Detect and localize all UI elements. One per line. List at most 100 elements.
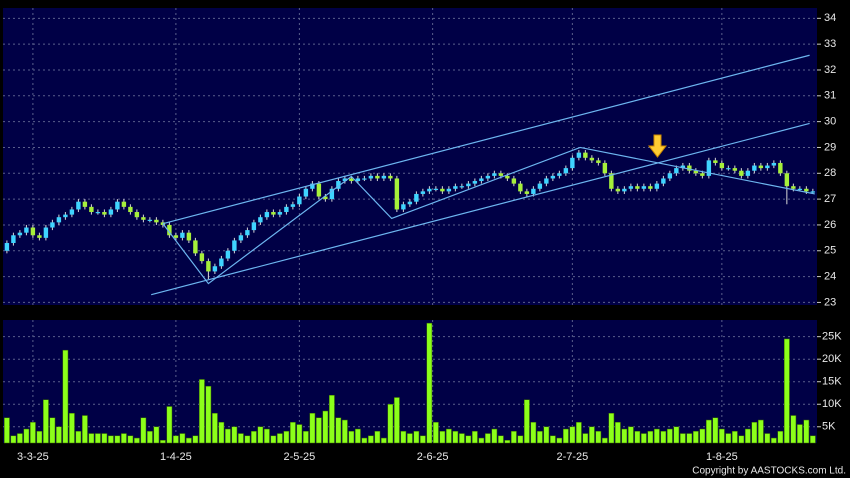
volume-bar (426, 322, 433, 444)
candle-body (199, 253, 205, 262)
volume-bar (108, 435, 114, 444)
candle-body (355, 178, 361, 182)
volume-bar (192, 435, 199, 444)
candle-body (550, 175, 556, 179)
volume-bar (69, 413, 75, 444)
candle-body (518, 183, 523, 192)
candle-body (95, 212, 101, 214)
volume-tick-label: 20K (822, 353, 842, 365)
volume-bar (569, 426, 576, 444)
candle-body (479, 178, 484, 182)
volume-bar (751, 422, 758, 444)
volume-bar (62, 349, 69, 444)
copyright: Copyright by AASTOCKS.com Ltd. (692, 466, 846, 477)
volume-bar (706, 419, 712, 444)
candle-body (557, 173, 562, 176)
volume-bar (4, 417, 10, 444)
candle-body (654, 183, 660, 189)
volume-tick-label: 25K (822, 331, 842, 343)
candle-body (420, 191, 426, 194)
candle-body (89, 206, 94, 213)
candle-body (459, 186, 465, 188)
trend-line (151, 122, 810, 296)
volume-bar (316, 417, 322, 444)
candle-body (11, 235, 16, 244)
volume-bar (173, 435, 179, 444)
volume-bar (179, 433, 186, 444)
x-tick-label: 2-6-25 (417, 451, 449, 463)
x-tick-label: 1-4-25 (160, 451, 192, 463)
volume-bar (446, 428, 452, 444)
volume-bar (498, 435, 504, 444)
volume-bar (725, 433, 732, 444)
candle-body (245, 230, 250, 236)
volume-bar (348, 431, 355, 444)
candle-body (206, 261, 211, 272)
candle-body (648, 186, 653, 189)
volume-bar (238, 433, 244, 444)
candle-body (297, 196, 302, 205)
candle-body (596, 160, 601, 163)
volume-bar (329, 394, 335, 444)
candle-body (4, 243, 10, 251)
volume-bar (686, 433, 693, 444)
volume-bar (153, 426, 160, 444)
candle-body (485, 175, 491, 179)
volume-bar (342, 419, 348, 444)
volume-bar (166, 406, 173, 444)
y-tick-label: 33 (824, 38, 836, 50)
volume-bar (680, 433, 686, 444)
candle-body (108, 209, 114, 215)
candle-body (531, 188, 536, 194)
y-tick-label: 28 (824, 167, 836, 179)
candle-body (251, 222, 257, 231)
y-tick-label: 23 (824, 296, 836, 308)
candle-body (30, 227, 36, 236)
volume-bar (17, 433, 23, 444)
candle-body (700, 173, 705, 176)
volume-bar (264, 428, 270, 444)
volume-bar (290, 422, 296, 444)
candle-body (615, 188, 621, 192)
plot-layer: 23 24 25 26 27 28 29 30 31 32 33 34 5K 10K 15K 20K 25K 3-… (3, 8, 842, 463)
volume-bar (732, 431, 738, 444)
y-tick-label: 29 (824, 141, 836, 153)
volume-bar (582, 433, 589, 444)
candle-body (446, 188, 452, 192)
volume-bar (407, 433, 413, 444)
candle-body (394, 178, 400, 210)
volume-bar (303, 431, 309, 444)
candle-body (440, 188, 445, 192)
candle-body (674, 168, 679, 174)
volume-bar (797, 424, 803, 444)
volume-bar (576, 422, 582, 444)
volume-bar (309, 413, 316, 444)
candle-body (303, 188, 309, 197)
volume-bar (277, 433, 283, 444)
volume-bar (758, 419, 764, 444)
volume-bar (634, 431, 641, 444)
candle-body (193, 240, 198, 254)
volume-bar (693, 431, 699, 444)
volume-bar (478, 437, 485, 444)
volume-bar (49, 417, 56, 444)
candle-body (349, 178, 354, 182)
volume-bar (439, 431, 446, 444)
volume-bar (504, 440, 511, 444)
candle-body (310, 183, 315, 189)
y-tick-label: 31 (824, 90, 836, 102)
y-tick-label: 27 (824, 193, 836, 205)
candle-body (336, 181, 341, 189)
candle-body (784, 173, 790, 187)
volume-bar (491, 428, 498, 444)
candle-body (134, 212, 140, 218)
volume-bar (595, 431, 602, 444)
y-tick-label: 26 (824, 219, 836, 231)
volume-bar (413, 431, 420, 444)
volume-bar (140, 417, 147, 444)
volume-bar (524, 399, 530, 444)
volume-tick-label: 15K (822, 376, 842, 388)
candle-body (212, 266, 218, 272)
volume-bar (186, 437, 192, 444)
candle-body (63, 214, 68, 218)
